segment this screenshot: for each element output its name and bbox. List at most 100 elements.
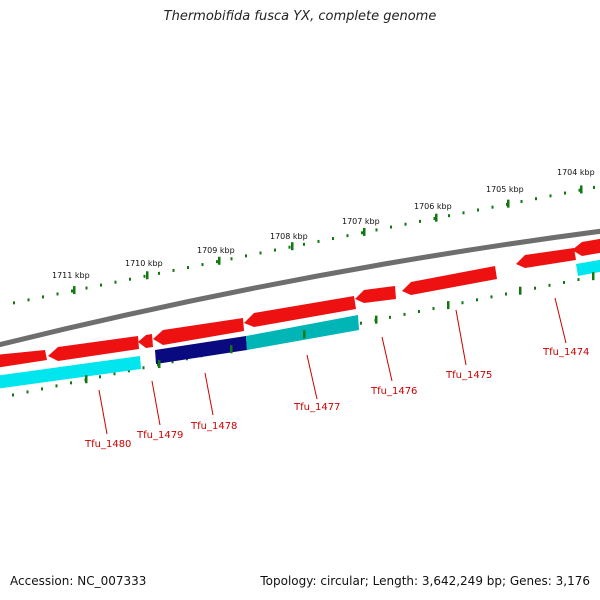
gene-arrow-forward[interactable]	[355, 286, 396, 303]
minor-tick	[476, 298, 478, 302]
gene-label[interactable]: Tfu_1477	[293, 402, 340, 413]
major-tick	[507, 199, 510, 208]
major-tick-inner	[303, 330, 306, 339]
major-tick	[291, 242, 294, 251]
gene-label[interactable]: Tfu_1474	[542, 347, 589, 358]
minor-tick	[274, 248, 276, 252]
minor-tick	[419, 219, 421, 223]
minor-tick	[13, 301, 15, 305]
major-tick-inner	[592, 272, 595, 281]
minor-tick	[129, 277, 131, 281]
major-tick	[435, 213, 438, 222]
minor-tick	[505, 292, 507, 296]
reverse-strand-genes	[0, 259, 600, 389]
minor-tick	[578, 188, 581, 192]
major-scale-ticks: 1704 kbp 1705 kbp 1706 kbp 1707 kbp 1708 kbp…	[52, 168, 595, 384]
gene-arrow-forward[interactable]	[516, 248, 576, 268]
major-tick-inner	[158, 360, 161, 369]
gene-leader-line	[554, 297, 567, 344]
major-tick-inner	[230, 345, 233, 354]
gene-label-layer: Tfu_1474 Tfu_1475 Tfu_1476 Tfu_1477 Tfu_1478…	[84, 297, 589, 450]
minor-tick	[12, 393, 14, 397]
major-tick-label: 1709 kbp	[197, 246, 235, 255]
minor-tick	[389, 315, 391, 319]
gene-leader-line	[98, 389, 108, 435]
major-tick	[580, 185, 583, 194]
major-tick	[218, 256, 221, 265]
gene-arrow-reverse[interactable]	[576, 259, 600, 276]
minor-tick	[288, 245, 291, 249]
minor-tick	[433, 217, 436, 221]
gene-arrow-forward[interactable]	[138, 334, 153, 348]
gene-leader-line	[306, 354, 318, 400]
accession-text: Accession: NC_007333	[10, 574, 147, 588]
gene-label[interactable]: Tfu_1475	[445, 370, 492, 381]
major-tick	[73, 286, 76, 295]
major-tick-label: 1710 kbp	[125, 259, 163, 268]
minor-tick	[461, 301, 464, 305]
minor-tick	[403, 312, 406, 316]
gene-leader-line	[455, 309, 467, 366]
minor-tick	[56, 292, 59, 296]
gene-arrow-forward[interactable]	[48, 336, 139, 361]
major-tick	[146, 271, 149, 280]
minor-tick	[360, 321, 362, 325]
gene-arrow-reverse[interactable]	[0, 356, 141, 389]
minor-tick	[375, 228, 378, 232]
map-title: Thermobifida fusca YX, complete genome	[163, 9, 437, 24]
minor-tick	[113, 372, 116, 376]
minor-tick	[418, 309, 420, 313]
genome-backbone	[0, 228, 600, 348]
gene-arrow-forward[interactable]	[402, 266, 497, 295]
minor-tick	[549, 194, 552, 198]
gene-arrow-reverse[interactable]	[246, 315, 359, 350]
minor-tick	[143, 274, 146, 278]
gene-leader-line	[381, 336, 393, 382]
minor-tick	[564, 191, 566, 195]
gene-arrow-reverse-selected[interactable]	[155, 336, 247, 364]
gene-label[interactable]: Tfu_1478	[190, 421, 237, 432]
minor-tick	[41, 387, 43, 391]
minor-tick	[361, 231, 363, 235]
minor-tick	[55, 384, 58, 388]
minor-tick	[259, 251, 262, 255]
minor-tick	[114, 280, 117, 284]
minor-tick	[477, 208, 479, 212]
major-tick-inner	[375, 315, 378, 324]
gene-label[interactable]: Tfu_1480	[84, 439, 131, 450]
minor-tick	[491, 205, 494, 209]
major-tick	[363, 227, 366, 236]
major-tick-inner	[85, 375, 88, 384]
gene-label[interactable]: Tfu_1476	[370, 386, 417, 397]
minor-tick	[99, 375, 101, 379]
minor-tick	[534, 286, 536, 290]
minor-tick	[100, 283, 102, 287]
minor-tick	[201, 263, 204, 267]
major-tick-label: 1711 kbp	[52, 271, 90, 280]
minor-tick	[42, 295, 44, 299]
minor-tick	[404, 222, 407, 226]
major-tick-label: 1707 kbp	[342, 217, 380, 226]
minor-tick	[142, 366, 145, 370]
forward-strand-genes	[0, 238, 600, 368]
minor-tick	[462, 211, 465, 215]
gene-label[interactable]: Tfu_1479	[136, 430, 183, 441]
minor-tick	[187, 266, 189, 270]
gene-arrow-forward[interactable]	[153, 318, 244, 345]
minor-tick	[490, 295, 493, 299]
minor-tick	[548, 283, 551, 287]
minor-tick	[593, 185, 595, 189]
minor-tick	[332, 237, 334, 241]
major-tick-label: 1708 kbp	[270, 232, 308, 241]
minor-tick	[230, 257, 233, 261]
gene-arrow-forward[interactable]	[572, 238, 600, 256]
minor-tick	[303, 242, 305, 246]
minor-tick	[245, 254, 247, 258]
minor-tick	[128, 369, 130, 373]
gene-arrow-forward[interactable]	[0, 350, 47, 368]
major-tick-inner	[519, 286, 522, 295]
gene-arrow-forward[interactable]	[244, 296, 356, 327]
minor-tick	[577, 278, 580, 282]
minor-tick	[535, 197, 537, 201]
